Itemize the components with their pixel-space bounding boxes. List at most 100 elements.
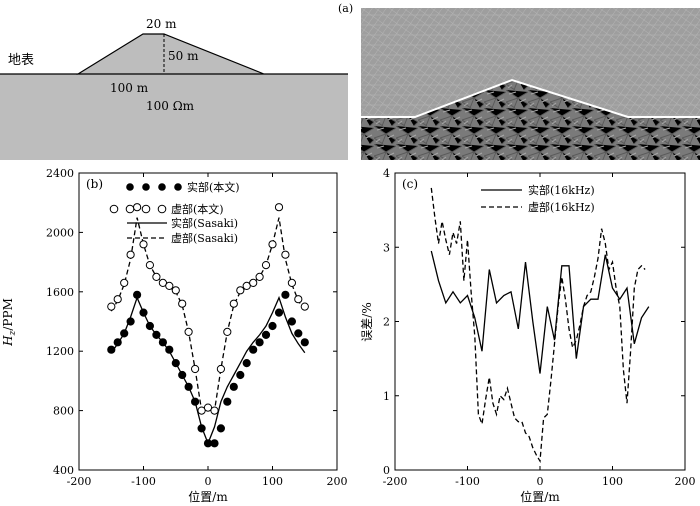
chart-c-xlabel: 位置/m [520,489,560,504]
chart-b-ticks: -200 -100 0 100 200 400 800 1200 1600 2000 2400 [46,167,348,488]
chart-b-series-0-point [152,330,161,339]
chart-c-ticks: -200 -100 0 100 200 0 1 2 3 4 [383,167,696,488]
chart-b-series-1-point [210,406,219,415]
chart-b-series-1-point [113,295,122,304]
chart-c-series-0-line [430,250,650,374]
chart-b-series-1-point [216,364,225,374]
legend-b-1: 虚部(本文) [109,202,224,216]
chart-b-series-0-point [287,317,296,326]
chart-b-ylabel: Hz/PPM [1,298,18,347]
chart-b-series-1-point [120,278,129,287]
chart-b-series-0-point [171,359,180,368]
chart-b-series-1-point [171,286,180,295]
chart-b-series-1-point [203,403,213,412]
chart-b-series-0-point [294,329,303,338]
legend-c-0-label: 实部(16kHz) [528,183,595,197]
chart-b-series-0-point [126,317,135,326]
chart-b-ylabel-unit: /PPM [1,298,15,330]
chart-b-series-0-point [300,338,309,347]
chart-b-ylabel-main: H [1,335,15,347]
chart-b-series-1-point [126,250,135,259]
chart-b-series-1-point [223,327,232,336]
chart-b-series-1-point [287,278,296,287]
chart-b-series-0-point [165,345,174,354]
surface-label: 地表 [8,53,34,68]
chart-c-plot [430,187,650,464]
chart-c-panel-label: (c) [402,177,418,191]
chart-b-series-1-point [165,281,174,290]
mesh-panel: (a) [338,2,700,160]
height-label: 50 m [168,49,199,63]
chart-b-series-0-point [236,370,245,380]
chart-b-xtick-label: 100 [262,475,283,488]
legend-b-0-marker [174,183,182,191]
chart-c-legend: 实部(16kHz) 虚部(16kHz) [481,183,595,214]
chart-c-frame [394,172,686,471]
chart-b-series-0-point [133,290,142,299]
chart-b-series-1-point [281,250,290,259]
top-width-label: 20 m [146,17,177,31]
legend-b-0-label: 实部(本文) [187,180,240,194]
chart-c-xtick-label: -100 [455,475,480,488]
chart-b-series-0-point [281,290,290,299]
chart-b-panel-label: (b) [86,177,103,191]
chart-b-series-1-point [152,272,161,281]
chart-b-ytick-label: 1600 [46,286,74,299]
chart-b-series-0-point [107,345,116,354]
chart-b-series-0-point [158,338,167,347]
model-panel: 20 m 50 m 100 m 地表 100 Ωm [0,17,348,160]
chart-b-series-1-point [139,240,148,249]
chart-b-ytick-label: 400 [53,464,74,477]
chart-b-series-1-point [178,299,187,308]
chart-b-series-0-point [120,329,129,338]
mesh-air [361,8,700,117]
chart-c-xtick-label: -200 [383,475,408,488]
legend-b-1-marker [109,204,119,214]
chart-b-series-0-point [113,338,122,347]
chart-b-series-1-point [242,281,251,290]
chart-b-series-0-point [197,424,206,433]
chart-b-series-1-point [261,261,271,270]
legend-b-3: 虚部(Sasaki) [127,231,238,245]
chart-c-xtick-label: 200 [675,475,696,488]
chart-b-series-2-line [110,295,306,446]
chart-b-xtick-label: -100 [131,475,156,488]
chart-b-ytick-label: 800 [53,405,74,418]
chart-b-series-0-point [242,359,251,368]
chart-c-series-1-line [430,187,646,464]
chart-b-series-1-point [191,364,200,374]
chart-b-plot [107,203,309,448]
chart-b-series-1-point [197,406,206,415]
ground-half-space [0,74,348,160]
chart-c-ytick-label: 2 [383,316,390,329]
legend-b-2: 实部(Sasaki) [127,216,238,230]
chart-b: -200 -100 0 100 200 400 800 1200 1600 2000 2400 (b… [1,167,348,504]
chart-b-series-0-point [210,439,219,448]
chart-b-series-0-point [255,338,264,347]
legend-b-3-label: 虚部(Sasaki) [171,231,238,245]
chart-b-series-1-point [249,278,258,287]
chart-c-ytick-label: 3 [383,241,390,254]
chart-b-xtick-label: 0 [205,475,212,488]
legend-b-0-marker [142,183,150,191]
chart-c-xtick-label: 100 [602,475,623,488]
legend-b-0-marker [158,183,166,191]
legend-c-1: 虚部(16kHz) [481,200,595,214]
legend-b-1-marker [125,204,135,214]
panel-label-a: (a) [338,2,353,15]
mesh-surface-line [361,78,700,118]
chart-b-xlabel: 位置/m [188,489,228,504]
legend-b-1-marker [157,204,167,214]
chart-b-series-0-point [216,424,225,433]
chart-b-ytick-label: 2000 [46,226,74,239]
base-width-label: 100 m [110,81,149,95]
chart-b-series-1-point [133,203,142,212]
chart-b-series-0-point [268,321,277,331]
chart-c-xtick-label: 0 [537,475,544,488]
chart-b-series-0-point [223,397,232,406]
chart-b-series-1-point [158,278,167,287]
chart-c-ytick-label: 4 [383,167,390,180]
legend-b-2-label: 实部(Sasaki) [171,216,238,230]
chart-b-series-1-point [229,299,238,308]
